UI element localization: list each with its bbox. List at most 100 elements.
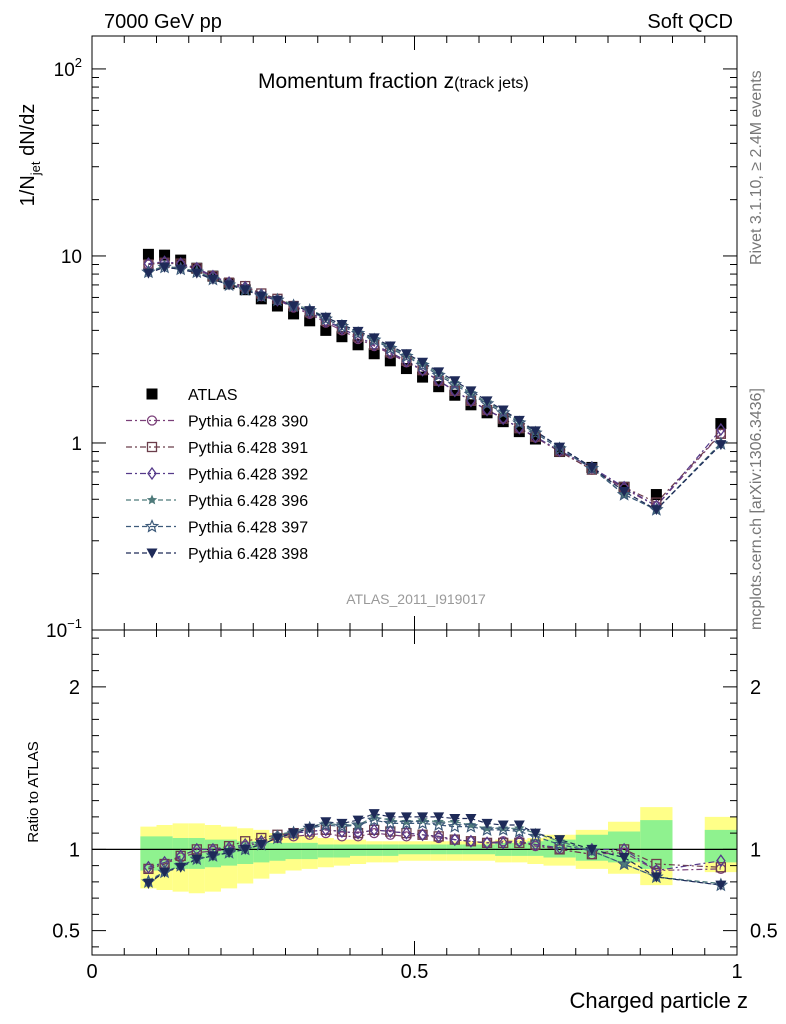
band-inner-7 — [253, 841, 270, 863]
main-data-point — [481, 407, 493, 419]
ratio-data-point — [716, 854, 726, 868]
main-y-tick-base: 1 — [71, 434, 82, 455]
main-data-point — [320, 324, 332, 336]
main-y-tick-base: 10 — [46, 621, 67, 642]
legend-marker — [146, 415, 158, 426]
ratio-data-point — [353, 826, 363, 840]
main-data-point — [191, 268, 203, 279]
ratio-data-point — [529, 828, 541, 839]
ratio-y-tick-label-right: 2 — [750, 677, 761, 699]
main-y-tick-label: 10−1 — [46, 616, 82, 642]
main-data-point — [336, 331, 348, 343]
main-data-point — [142, 268, 154, 279]
x-tick-label: 1 — [731, 961, 742, 983]
main-data-point — [142, 248, 154, 260]
ratio-data-point — [552, 836, 567, 851]
legend: ATLAS Pythia 6.428 390 Pythia 6.428 391 Pyt… — [126, 387, 308, 563]
ratio-data-point — [175, 862, 187, 873]
band-inner-13 — [350, 844, 367, 856]
main-y-axis-label: 1/Njet dN/dz — [17, 104, 43, 207]
ratio-uncertainty-bands — [92, 807, 737, 894]
ratio-data-point — [498, 836, 508, 850]
ratio-data-point — [465, 814, 477, 824]
ratio-y-tick-label: 2 — [69, 677, 80, 699]
ratio-data-point — [715, 862, 727, 873]
main-y-axis-label-main: 1/N — [17, 175, 39, 206]
chart-title: Momentum fraction z(track jets) — [258, 70, 529, 93]
ratio-data-point — [449, 814, 461, 824]
main-data-point — [449, 376, 461, 387]
main-data-point — [497, 416, 509, 428]
chart-title-main: Momentum fraction z — [258, 70, 454, 93]
main-y-tick-label: 1 — [71, 434, 82, 455]
ratio-data-point — [383, 815, 398, 830]
main-data-point — [320, 312, 332, 323]
main-data-point — [400, 349, 412, 360]
ratio-data-point — [142, 879, 154, 889]
legend-marker — [144, 518, 160, 533]
main-data-point — [616, 486, 632, 501]
ratio-data-point — [400, 812, 412, 823]
x-tick-label: 0 — [86, 961, 97, 983]
main-data-point — [304, 306, 316, 317]
main-panel-frame — [91, 35, 738, 631]
band-inner-10 — [301, 842, 318, 860]
ratio-data-point — [482, 836, 492, 850]
ratio-data-point — [618, 853, 630, 863]
ratio-data-point — [616, 856, 632, 871]
main-data-point — [304, 315, 316, 327]
main-data-point — [223, 280, 235, 291]
ratio-data-point — [334, 819, 350, 833]
ratio-data-point — [513, 820, 525, 831]
band-inner-0 — [140, 836, 157, 871]
ratio-data-point — [417, 812, 429, 823]
x-axis-label: Charged particle z — [569, 988, 748, 1013]
ratio-data-point — [143, 860, 154, 874]
ratio-y-tick-label: 1 — [69, 839, 80, 861]
main-data-point — [271, 295, 283, 306]
ratio-data-point — [352, 815, 364, 826]
main-data-point — [586, 462, 598, 473]
ratio-data-point — [530, 837, 541, 852]
main-data-point — [554, 442, 566, 453]
main-data-point — [513, 426, 525, 438]
ratio-data-point — [514, 834, 525, 848]
ratio-data-point — [417, 828, 428, 842]
main-y-tick-exp: −1 — [67, 616, 82, 631]
main-series-line-1 — [148, 262, 722, 507]
main-data-point — [463, 386, 479, 401]
side-label-mcplots: mcplots.cern.ch [arXiv:1306.3436] — [748, 388, 765, 630]
ratio-data-point — [586, 844, 598, 855]
ratio-data-point — [304, 823, 316, 834]
main-data-point — [159, 262, 171, 273]
main-data-point — [481, 396, 493, 407]
main-data-point — [650, 489, 662, 501]
legend-entry: Pythia 6.428 391 — [188, 440, 308, 457]
ratio-data-point — [159, 867, 171, 878]
ratio-data-point — [447, 819, 462, 833]
legend-marker — [147, 466, 157, 481]
band-inner-11 — [317, 844, 334, 858]
main-data-point — [368, 333, 380, 344]
main-data-point — [336, 320, 348, 331]
ratio-data-point — [207, 851, 219, 862]
main-data-point — [465, 386, 477, 397]
main-data-point — [417, 371, 429, 383]
main-data-point — [288, 308, 300, 320]
ratio-data-point — [318, 817, 333, 832]
band-inner-14 — [366, 844, 383, 856]
ratio-data-point — [367, 812, 382, 827]
main-y-tick-base: 10 — [61, 247, 82, 268]
ratio-y-tick-label: 0.5 — [52, 921, 80, 943]
main-data-point — [399, 348, 414, 363]
ratio-data-point — [481, 818, 493, 829]
ratio-data-point — [255, 840, 267, 850]
main-data-point — [288, 301, 300, 312]
ratio-data-point — [385, 824, 396, 839]
main-data-point — [239, 285, 251, 296]
ratio-data-point — [271, 833, 283, 844]
ratio-data-point — [368, 809, 380, 820]
main-data-point — [447, 377, 462, 391]
legend-marker — [146, 388, 158, 400]
